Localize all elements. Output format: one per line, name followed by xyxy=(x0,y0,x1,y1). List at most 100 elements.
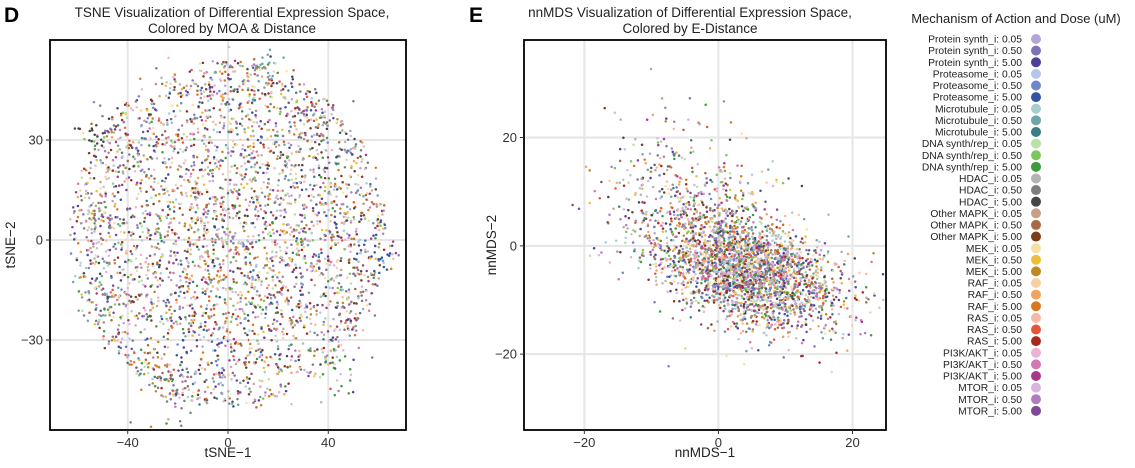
scatter-point xyxy=(330,200,334,204)
scatter-point xyxy=(193,311,196,314)
scatter-point xyxy=(322,121,326,124)
scatter-point xyxy=(693,194,697,197)
scatter-point xyxy=(689,298,693,302)
scatter-point xyxy=(124,305,128,308)
scatter-point xyxy=(130,238,134,241)
scatter-point xyxy=(224,92,227,95)
scatter-point xyxy=(301,158,305,161)
scatter-point xyxy=(227,97,231,101)
scatter-point xyxy=(307,349,310,352)
scatter-point xyxy=(120,151,124,155)
scatter-point xyxy=(231,216,235,220)
scatter-point xyxy=(234,183,238,186)
scatter-point xyxy=(150,157,154,160)
scatter-point xyxy=(146,265,150,269)
scatter-point xyxy=(754,294,757,298)
scatter-point xyxy=(314,109,318,112)
scatter-point xyxy=(348,368,352,371)
scatter-point xyxy=(203,237,206,240)
scatter-point xyxy=(201,351,205,354)
scatter-point xyxy=(94,279,97,282)
scatter-point xyxy=(339,124,342,127)
scatter-point xyxy=(144,338,147,342)
scatter-point xyxy=(207,209,210,213)
scatter-point xyxy=(669,188,673,191)
scatter-point xyxy=(199,325,203,328)
scatter-point xyxy=(315,313,318,316)
scatter-point xyxy=(124,166,127,170)
scatter-point xyxy=(197,368,201,372)
scatter-point xyxy=(758,324,761,327)
scatter-point xyxy=(83,137,86,141)
scatter-point xyxy=(210,278,213,282)
scatter-point xyxy=(157,299,160,303)
scatter-point xyxy=(610,165,613,169)
scatter-point xyxy=(204,210,207,214)
scatter-point xyxy=(283,392,286,396)
scatter-point xyxy=(146,315,150,319)
scatter-point xyxy=(697,309,701,312)
scatter-point xyxy=(226,192,230,195)
scatter-point xyxy=(269,102,272,106)
scatter-point xyxy=(664,229,668,233)
scatter-point xyxy=(218,108,222,112)
scatter-point xyxy=(261,397,265,400)
scatter-point xyxy=(295,319,298,322)
scatter-point xyxy=(186,303,189,307)
scatter-point xyxy=(181,388,185,391)
scatter-point xyxy=(366,161,370,164)
scatter-point xyxy=(205,260,208,264)
scatter-point xyxy=(259,353,263,356)
scatter-point xyxy=(134,248,138,251)
scatter-point xyxy=(842,300,846,303)
scatter-point xyxy=(200,367,204,370)
scatter-point xyxy=(94,155,98,158)
scatter-point xyxy=(245,401,248,405)
scatter-point xyxy=(87,289,90,293)
scatter-point xyxy=(204,144,208,148)
scatter-point xyxy=(188,304,192,307)
scatter-point xyxy=(221,202,224,206)
scatter-point xyxy=(306,105,309,109)
scatter-point xyxy=(100,283,103,287)
scatter-point xyxy=(247,360,251,364)
scatter-point xyxy=(251,64,254,68)
scatter-point xyxy=(281,88,285,91)
scatter-point xyxy=(279,153,283,157)
scatter-point xyxy=(267,92,270,95)
scatter-point xyxy=(778,299,782,302)
scatter-point xyxy=(203,324,207,328)
scatter-point xyxy=(205,244,209,248)
scatter-point xyxy=(869,311,872,314)
scatter-point xyxy=(302,83,306,86)
scatter-point xyxy=(161,150,164,154)
scatter-point xyxy=(136,152,140,155)
scatter-point xyxy=(256,138,260,142)
scatter-point xyxy=(309,168,312,172)
scatter-point xyxy=(709,178,712,182)
scatter-point xyxy=(248,347,251,350)
scatter-point xyxy=(281,189,285,192)
scatter-point xyxy=(263,336,266,339)
scatter-point xyxy=(199,338,202,342)
scatter-point xyxy=(90,139,93,143)
scatter-point xyxy=(352,159,356,163)
scatter-point xyxy=(207,363,210,367)
scatter-point xyxy=(361,328,365,332)
scatter-point xyxy=(649,250,652,254)
scatter-point xyxy=(317,266,321,269)
scatter-point xyxy=(335,222,338,226)
scatter-point xyxy=(161,253,164,256)
scatter-point xyxy=(252,382,256,386)
scatter-point xyxy=(295,150,298,154)
scatter-point xyxy=(180,193,184,197)
scatter-point xyxy=(369,182,372,186)
scatter-point xyxy=(224,233,228,236)
scatter-point xyxy=(114,125,118,128)
scatter-point xyxy=(172,75,175,79)
scatter-point xyxy=(743,206,747,210)
scatter-point xyxy=(87,196,91,200)
chart-d-subtitle: Colored by MOA & Distance xyxy=(148,21,316,36)
scatter-point xyxy=(69,218,72,221)
scatter-point xyxy=(269,234,272,238)
